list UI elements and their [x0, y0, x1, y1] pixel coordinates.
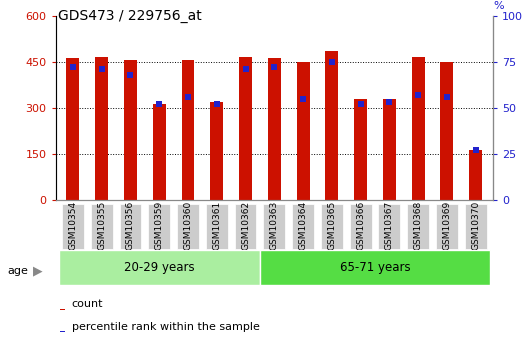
Bar [181, 60, 195, 200]
FancyBboxPatch shape [321, 204, 343, 249]
Bar [66, 58, 80, 200]
Text: GSM10369: GSM10369 [443, 200, 452, 250]
FancyBboxPatch shape [235, 204, 257, 249]
Text: %: % [493, 1, 504, 11]
FancyBboxPatch shape [263, 204, 285, 249]
Text: GSM10363: GSM10363 [270, 200, 279, 250]
Text: percentile rank within the sample: percentile rank within the sample [72, 322, 260, 332]
FancyBboxPatch shape [436, 204, 458, 249]
Text: GSM10361: GSM10361 [212, 200, 221, 250]
Text: GSM10370: GSM10370 [471, 200, 480, 250]
Text: 65-71 years: 65-71 years [340, 261, 410, 274]
Bar [325, 51, 338, 200]
Text: age: age [7, 266, 28, 276]
FancyBboxPatch shape [378, 204, 400, 249]
Text: GSM10355: GSM10355 [97, 200, 106, 250]
Text: GSM10366: GSM10366 [356, 200, 365, 250]
FancyBboxPatch shape [91, 204, 112, 249]
Bar [153, 104, 166, 200]
Text: GSM10365: GSM10365 [328, 200, 337, 250]
Bar [440, 62, 453, 200]
Text: GDS473 / 229756_at: GDS473 / 229756_at [58, 9, 202, 23]
Text: GSM10360: GSM10360 [183, 200, 192, 250]
Text: 20-29 years: 20-29 years [124, 261, 195, 274]
Bar [210, 102, 223, 200]
Bar [95, 57, 108, 200]
FancyBboxPatch shape [465, 204, 487, 249]
Bar [383, 99, 396, 200]
Text: GSM10368: GSM10368 [413, 200, 422, 250]
FancyBboxPatch shape [62, 204, 84, 249]
Bar [60, 332, 65, 333]
Text: GSM10356: GSM10356 [126, 200, 135, 250]
FancyBboxPatch shape [292, 204, 314, 249]
Text: GSM10367: GSM10367 [385, 200, 394, 250]
Bar [268, 58, 281, 200]
FancyBboxPatch shape [58, 250, 260, 285]
FancyBboxPatch shape [119, 204, 142, 249]
Text: GSM10354: GSM10354 [68, 200, 77, 250]
FancyBboxPatch shape [407, 204, 429, 249]
Bar [297, 62, 310, 200]
Text: ▶: ▶ [33, 264, 42, 277]
Text: count: count [72, 299, 103, 309]
FancyBboxPatch shape [148, 204, 170, 249]
Bar [239, 57, 252, 200]
Bar [60, 309, 65, 310]
Text: GSM10364: GSM10364 [298, 200, 307, 250]
Text: GSM10359: GSM10359 [155, 200, 164, 250]
Bar [469, 150, 482, 200]
Bar [124, 60, 137, 200]
FancyBboxPatch shape [177, 204, 199, 249]
Text: GSM10362: GSM10362 [241, 200, 250, 250]
FancyBboxPatch shape [350, 204, 372, 249]
FancyBboxPatch shape [260, 250, 490, 285]
FancyBboxPatch shape [206, 204, 228, 249]
Bar [412, 57, 425, 200]
Bar [354, 99, 367, 200]
